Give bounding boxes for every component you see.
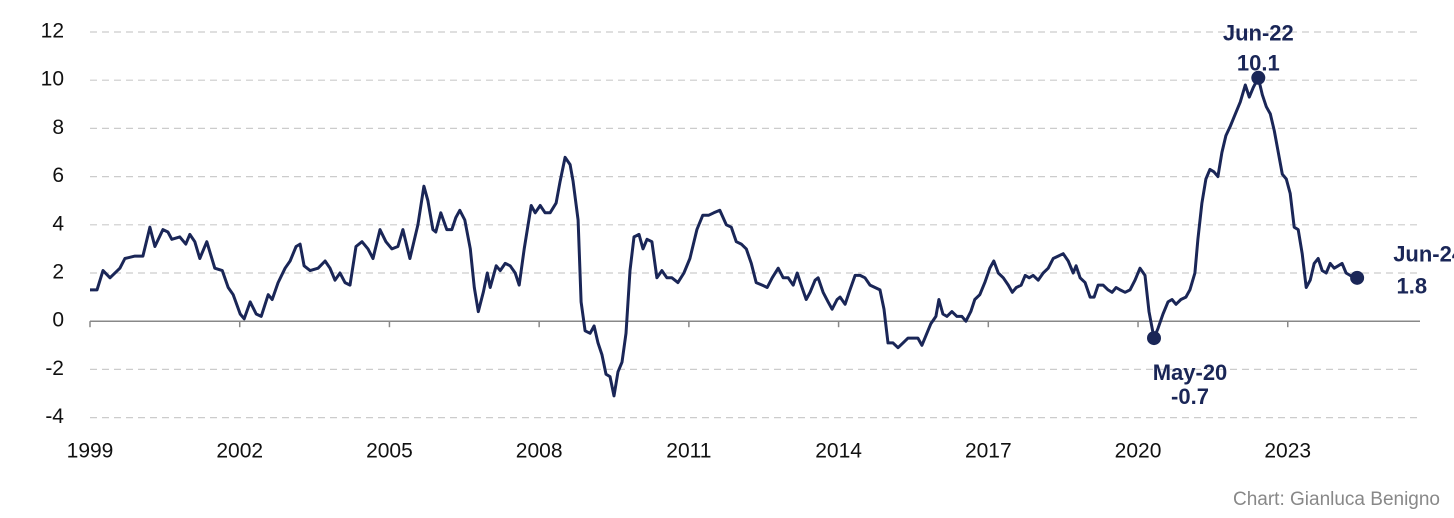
annotation-label: Jun-24 [1393,242,1454,267]
x-tick-label: 2011 [666,440,711,463]
x-tick-label: 1999 [67,440,114,463]
data-line [90,76,1358,398]
y-tick-label: 10 [41,68,64,91]
y-tick-label: 0 [52,309,64,332]
annotation-dot [1350,270,1365,285]
annotation-value: 1.8 [1397,274,1428,299]
x-tick-label: 2002 [216,440,263,463]
y-tick-label: 2 [52,261,64,284]
annotation-value: 10.1 [1237,51,1280,76]
y-tick-label: 12 [41,20,64,43]
x-tick-label: 2005 [366,440,413,463]
annotation-dot [1251,70,1266,85]
annotation-label: May-20 [1153,360,1228,385]
x-tick-label: 2023 [1264,440,1311,463]
source: Chart: Gianluca Benigno [1233,489,1440,510]
y-tick-label: 8 [52,116,64,139]
y-tick-label: -4 [45,405,64,428]
y-tick-label: -2 [45,357,64,380]
x-tick-label: 2020 [1115,440,1162,463]
annotation-value: -0.7 [1171,384,1209,409]
x-tick-label: 2008 [516,440,563,463]
x-tick-label: 2014 [815,440,862,463]
x-tick-label: 2017 [965,440,1012,463]
y-tick-label: 6 [52,164,64,187]
y-tick-label: 4 [52,212,64,235]
annotation-dot [1147,331,1161,346]
annotation-label: Jun-22 [1223,21,1294,46]
